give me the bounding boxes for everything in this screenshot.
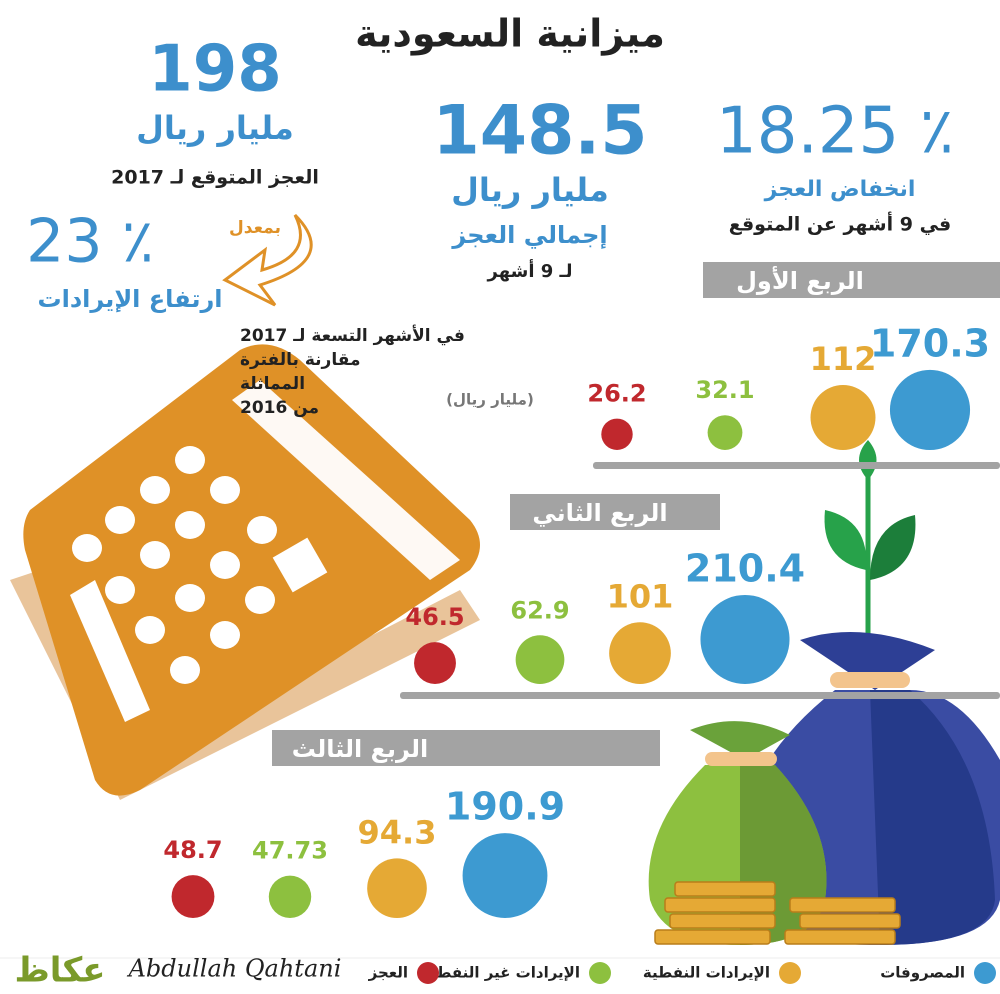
legend-label: الإيرادات النفطية [643, 964, 770, 982]
bubble-label: 26.2 [587, 380, 646, 408]
stat-value: 198 [148, 33, 282, 107]
quarter-header [703, 262, 1000, 298]
stat-note: من 2016 [240, 398, 319, 418]
bubble-label: 101 [607, 577, 674, 615]
stat-label: ارتفاع الإيرادات [37, 285, 222, 313]
legend-label: العجز [368, 964, 408, 982]
stat-label: العجز المتوقع لـ 2017 [111, 167, 319, 189]
legend-label: الإيرادات غير النفطية [422, 964, 580, 982]
stat-unit: مليار ريال [451, 171, 609, 209]
stat-unit: مليار ريال [136, 109, 294, 147]
legend-swatch [779, 962, 801, 984]
stat-note: في الأشهر التسعة لـ 2017 [240, 325, 465, 346]
title: ميزانية السعودية [355, 12, 665, 56]
bubble [268, 875, 312, 919]
bubble-label: 94.3 [358, 813, 437, 851]
legend-swatch [974, 962, 996, 984]
bubble [700, 594, 790, 684]
bubble-label: 112 [810, 340, 877, 378]
bubble [609, 622, 671, 685]
stat-note: مقارنة بالفترة [240, 350, 360, 370]
legend-swatch [589, 962, 611, 984]
bubble-label: 62.9 [510, 596, 569, 624]
bubble-label: 190.9 [445, 785, 565, 829]
bubble-label: 32.1 [695, 376, 754, 404]
legend-swatch [417, 962, 439, 984]
stat-note: المماثلة [240, 374, 305, 394]
bubble [889, 369, 971, 450]
stat-value: ٪ 18.25 [716, 95, 954, 169]
calculator-illustration [10, 344, 480, 800]
stat-prefix: بمعدل [229, 218, 281, 238]
baseline [400, 692, 1000, 699]
bubble [171, 875, 215, 918]
arrow [222, 213, 313, 307]
bubble [414, 642, 456, 684]
stat-value: ٪ 23 [26, 207, 154, 277]
stat-note: في 9 أشهر عن المتوقع [729, 212, 951, 236]
bubble-label: 170.3 [870, 321, 990, 365]
stat-note: لـ 9 أشهر [487, 259, 573, 282]
bubble [515, 635, 565, 684]
stat-value: 148.5 [432, 92, 647, 171]
quarter-title: الربع الثالث [292, 735, 428, 763]
bubble [601, 418, 633, 450]
bubble [462, 833, 548, 919]
baseline [593, 462, 1000, 469]
bubble-label: 48.7 [163, 836, 222, 864]
author: Abdullah Qahtani [127, 955, 342, 983]
logo: عكاظ [14, 951, 105, 991]
bubble [707, 415, 743, 451]
bubble-label: 210.4 [685, 546, 805, 590]
money-bags-illustration [648, 440, 1000, 945]
bubble-label: 47.73 [252, 837, 328, 865]
bubble [367, 858, 427, 919]
unit-note: (مليار ريال) [446, 391, 534, 409]
quarter-title: الربع الثاني [532, 499, 667, 527]
quarter-header [272, 730, 660, 766]
bubble [810, 385, 876, 450]
quarter-header [510, 494, 720, 530]
stat-label: إجمالي العجز [451, 221, 607, 249]
quarter-title: الربع الأول [736, 266, 864, 295]
legend-label: المصروفات [880, 964, 965, 982]
stat-label: انخفاض العجز [764, 177, 916, 202]
stat-notes: في الأشهر التسعة لـ 2017 مقارنة بالفترة ال… [240, 325, 465, 418]
bubble-label: 46.5 [405, 603, 464, 631]
